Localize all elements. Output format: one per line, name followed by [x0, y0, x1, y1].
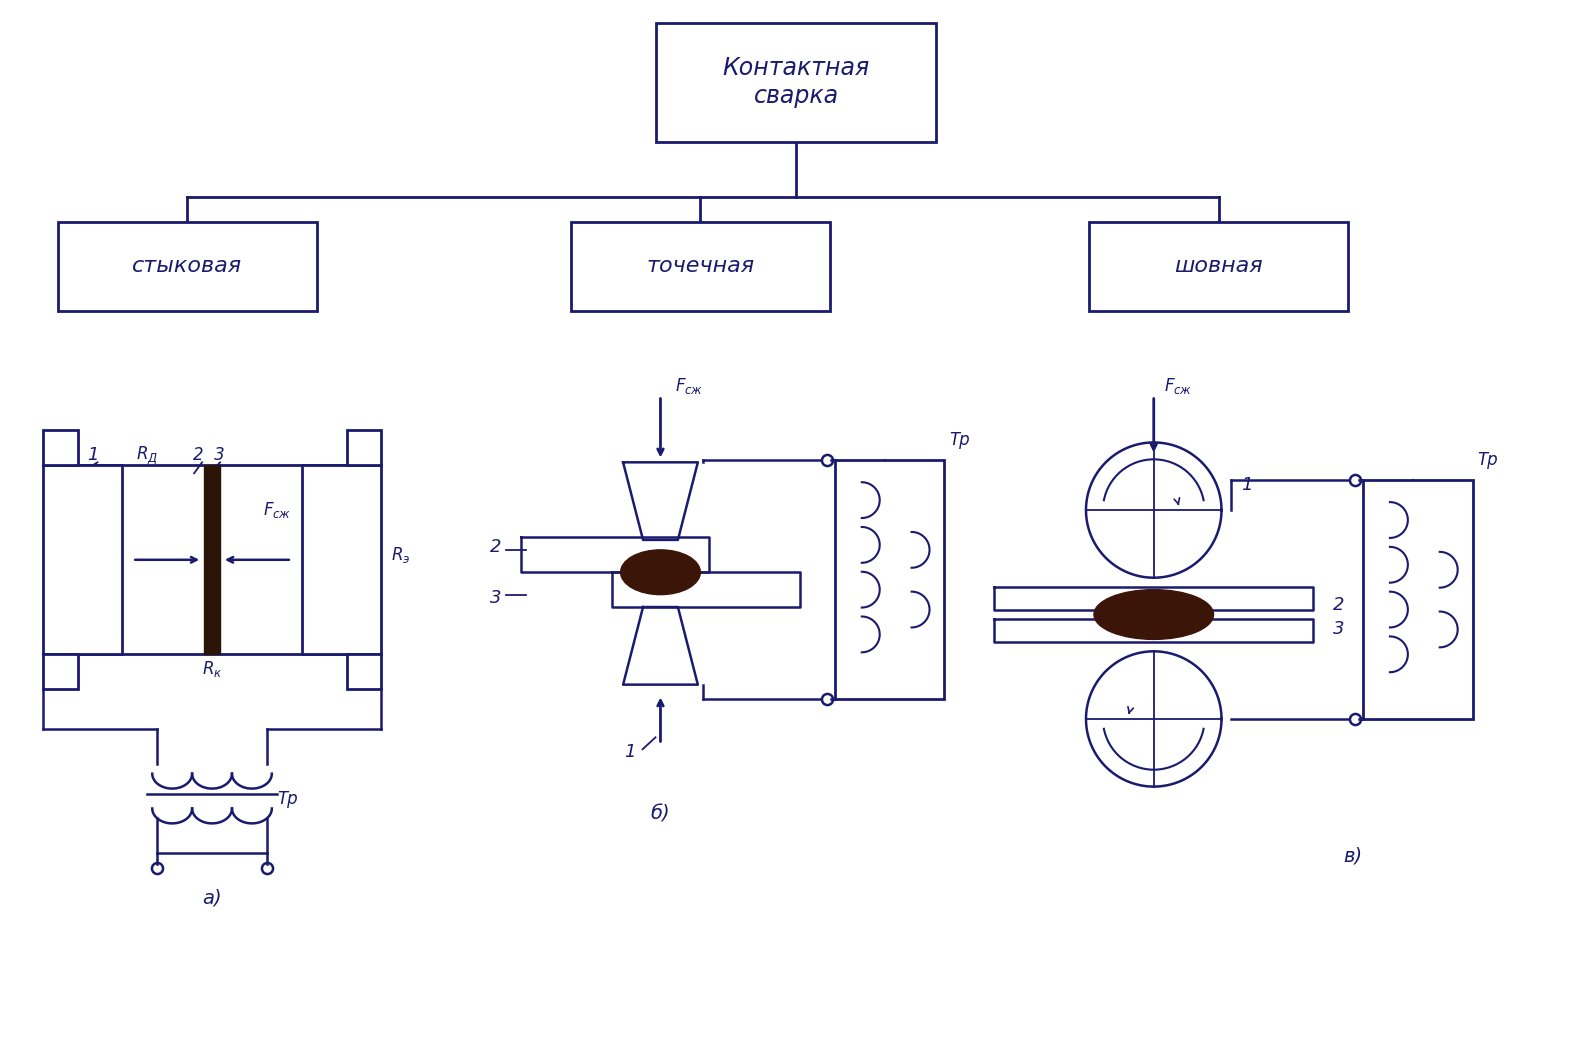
Text: 1: 1 — [624, 743, 635, 761]
Polygon shape — [995, 586, 1313, 609]
Text: 2: 2 — [1333, 596, 1345, 614]
Polygon shape — [611, 573, 801, 607]
Polygon shape — [995, 620, 1313, 643]
Text: 3: 3 — [1333, 621, 1345, 639]
Bar — [1363, 481, 1473, 719]
Text: 3: 3 — [490, 588, 501, 606]
Bar — [656, 23, 936, 142]
Text: $R_э$: $R_э$ — [392, 544, 411, 564]
Text: б): б) — [651, 804, 670, 823]
Text: Контактная
сварка: Контактная сварка — [723, 57, 869, 108]
Bar — [347, 654, 382, 689]
Ellipse shape — [621, 550, 700, 595]
Text: 2  3: 2 3 — [193, 446, 224, 465]
Bar — [43, 654, 78, 689]
Polygon shape — [622, 463, 697, 540]
Bar — [834, 461, 944, 699]
Text: $F_{сж}$: $F_{сж}$ — [1164, 376, 1192, 396]
Bar — [302, 465, 382, 654]
Text: в): в) — [1344, 847, 1363, 866]
Text: Тр: Тр — [949, 431, 970, 449]
Bar — [57, 222, 317, 311]
Text: 1: 1 — [1242, 476, 1253, 494]
Bar — [43, 465, 123, 654]
Text: шовная: шовная — [1175, 257, 1262, 276]
Text: $R_Д$: $R_Д$ — [137, 444, 158, 466]
Text: $F_{сж}$: $F_{сж}$ — [675, 376, 704, 396]
Text: а): а) — [202, 889, 221, 908]
Bar — [43, 430, 78, 465]
Bar — [1089, 222, 1348, 311]
Text: 1: 1 — [86, 446, 99, 465]
Text: Тр: Тр — [1477, 451, 1498, 469]
Bar — [572, 222, 829, 311]
Text: точечная: точечная — [646, 257, 755, 276]
Ellipse shape — [1094, 589, 1213, 640]
Text: $F_{сж}$: $F_{сж}$ — [263, 500, 291, 520]
Polygon shape — [521, 537, 710, 573]
Polygon shape — [622, 607, 697, 685]
Text: стыковая: стыковая — [132, 257, 242, 276]
Text: $R_к$: $R_к$ — [202, 660, 223, 680]
Text: Тр: Тр — [277, 789, 298, 807]
Bar — [347, 430, 382, 465]
Text: 2: 2 — [490, 538, 501, 556]
